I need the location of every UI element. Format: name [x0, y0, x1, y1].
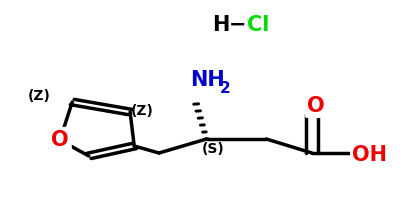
Text: 2: 2 [220, 81, 230, 96]
Text: (S): (S) [201, 142, 224, 156]
Text: H: H [212, 15, 230, 35]
Text: O: O [51, 130, 69, 150]
Text: (Z): (Z) [28, 89, 51, 103]
Text: Cl: Cl [247, 15, 269, 35]
Text: NH: NH [190, 70, 225, 90]
Text: O: O [307, 96, 325, 116]
Text: −: − [229, 15, 246, 35]
Text: (Z): (Z) [131, 104, 154, 118]
Text: OH: OH [352, 145, 387, 165]
